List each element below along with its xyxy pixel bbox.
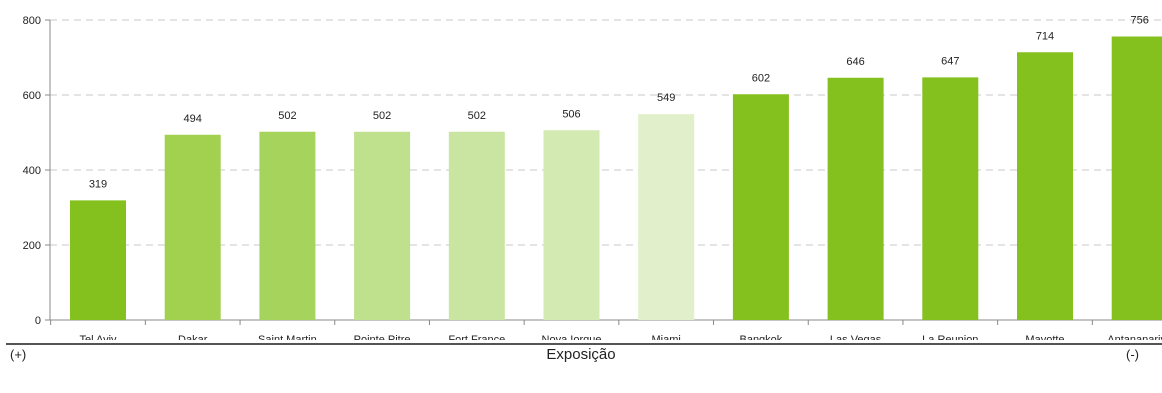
x-tick-label: Miami (652, 334, 681, 340)
value-label: 502 (373, 110, 391, 122)
value-label: 506 (562, 108, 580, 120)
right-marker: (-) (1126, 347, 1139, 362)
bar (1111, 36, 1162, 320)
x-tick-label: Fort France (448, 334, 505, 340)
x-tick-labels: Tel Aviv Dakar Saint Martin Pointe Pitre For… (79, 334, 1162, 340)
footer-divider (6, 343, 1162, 345)
value-label: 647 (941, 55, 959, 67)
bar (448, 131, 505, 320)
bar (638, 114, 695, 320)
x-tick-label: Las Vegas (830, 334, 882, 340)
y-tick-label: 400 (23, 165, 41, 177)
value-labels: 319 494 502 502 502 506 549 602 646 647 714 756 (89, 15, 1149, 191)
bar (70, 200, 126, 320)
value-label: 714 (1036, 30, 1054, 42)
y-tick-label: 600 (23, 90, 41, 102)
value-label: 319 (89, 178, 107, 190)
bar (827, 77, 884, 320)
value-label: 494 (184, 113, 202, 125)
x-tick-label: Saint Martin (258, 334, 317, 340)
x-tick-label: Antananarivo (1107, 334, 1162, 340)
bar (732, 94, 789, 320)
x-axis-title: Exposição (546, 346, 616, 363)
bar (1017, 52, 1073, 320)
y-tick-labels: 0 200 400 600 800 (23, 15, 41, 327)
y-tick-label: 800 (23, 15, 41, 27)
bar (259, 131, 316, 320)
value-label: 646 (846, 56, 864, 68)
value-label: 502 (278, 110, 296, 122)
x-tick-label: Tel Aviv (79, 334, 117, 340)
y-tick-label: 0 (35, 315, 41, 327)
bars (70, 36, 1162, 320)
x-tick-label: La Reunion (922, 334, 978, 340)
x-tick-label: Dakar (178, 334, 208, 340)
x-tick-label: Bangkok (739, 334, 782, 340)
y-tick-label: 200 (23, 240, 41, 252)
value-label: 549 (657, 92, 675, 104)
bar-chart: 0 200 400 600 800 319 494 502 502 502 506 549 602 64… (23, 15, 1162, 340)
value-label: 602 (752, 72, 770, 84)
x-tick-label: Mayotte (1025, 334, 1064, 340)
value-label: 502 (468, 110, 486, 122)
bar (354, 131, 411, 320)
value-label: 756 (1131, 15, 1149, 27)
x-tick-label: Pointe Pitre (354, 334, 411, 340)
left-marker: (+) (10, 347, 27, 362)
bar (164, 134, 221, 320)
bar (922, 77, 979, 320)
x-tick-label: Nova Iorque (542, 334, 602, 340)
bar (543, 130, 600, 320)
